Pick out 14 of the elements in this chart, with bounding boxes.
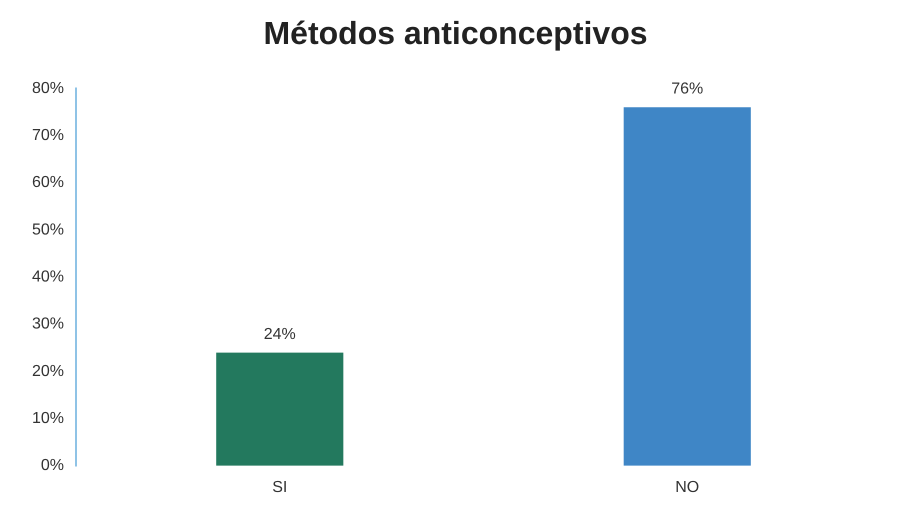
y-tick-label: 10% [32, 410, 64, 428]
x-tick-label: NO [675, 478, 700, 496]
y-tick-label: 50% [32, 221, 64, 238]
y-tick-label: 30% [32, 316, 64, 333]
y-tick-label: 40% [32, 268, 64, 286]
data-label: 76% [671, 80, 704, 98]
chart-title: Métodos anticonceptivos [263, 15, 648, 52]
y-tick-label: 80% [32, 80, 64, 97]
y-tick-label: 60% [32, 174, 64, 192]
y-tick-label: 0% [40, 457, 64, 474]
data-label: 24% [264, 326, 296, 343]
y-tick-label: 70% [32, 126, 64, 144]
x-tick-label: SI [272, 478, 288, 496]
y-tick-label: 20% [32, 362, 64, 380]
